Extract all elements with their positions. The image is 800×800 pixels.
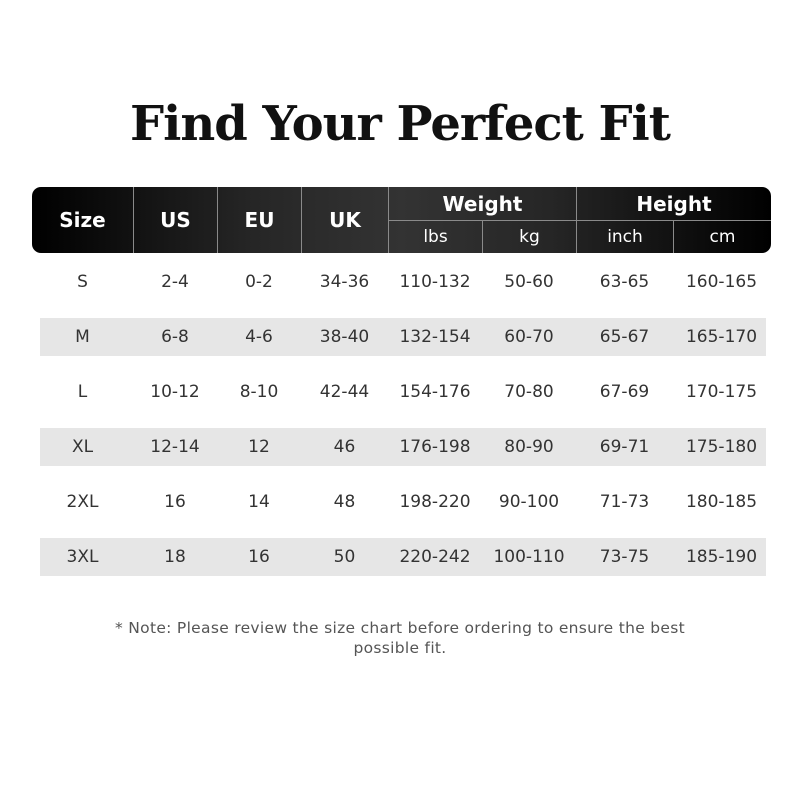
header-eu: EU — [217, 187, 301, 253]
header-inch: inch — [576, 221, 673, 253]
cell-lbs: 176-198 — [399, 437, 471, 457]
cell-us: 10-12 — [150, 382, 200, 402]
cell-inch: 69-71 — [599, 437, 650, 457]
cell-uk: 38-40 — [319, 327, 370, 347]
table-row: M 6-8 4-6 38-40 132-154 60-70 65-67 165-170 — [40, 318, 766, 356]
cell-inch: 67-69 — [599, 382, 650, 402]
cell-eu: 0-2 — [245, 272, 273, 292]
cell-kg: 100-110 — [493, 547, 565, 567]
cell-cm: 180-185 — [685, 492, 758, 512]
cell-inch: 73-75 — [599, 547, 650, 567]
cell-size: S — [77, 272, 88, 292]
cell-eu: 8-10 — [239, 382, 279, 402]
page-title: Find Your Perfect Fit — [130, 96, 671, 152]
cell-size: 3XL — [66, 547, 99, 567]
cell-uk: 42-44 — [319, 382, 370, 402]
size-note: * Note: Please review the size chart bef… — [115, 619, 685, 657]
cell-eu: 4-6 — [245, 327, 273, 347]
cell-size: XL — [71, 437, 94, 457]
cell-kg: 90-100 — [498, 492, 560, 512]
table-row: 2XL 16 14 48 198-220 90-100 71-73 180-185 — [40, 483, 766, 521]
cell-lbs: 154-176 — [399, 382, 471, 402]
header-size: Size — [59, 208, 106, 232]
cell-kg: 60-70 — [504, 327, 554, 347]
cell-lbs: 220-242 — [399, 547, 471, 567]
header-uk: UK — [301, 187, 388, 253]
cell-eu: 16 — [248, 547, 270, 567]
table-row: XL 12-14 12 46 176-198 80-90 69-71 175-180 — [40, 428, 766, 466]
cell-us: 16 — [164, 492, 186, 512]
table-row: L 10-12 8-10 42-44 154-176 70-80 67-69 170-175 — [40, 373, 766, 411]
cell-us: 12-14 — [150, 437, 200, 457]
cell-cm: 165-170 — [685, 327, 758, 347]
cell-lbs: 198-220 — [399, 492, 471, 512]
header-us: US — [133, 187, 217, 253]
cell-uk: 46 — [333, 437, 356, 457]
cell-size: 2XL — [66, 492, 99, 512]
cell-eu: 14 — [248, 492, 270, 512]
cell-cm: 170-175 — [685, 382, 758, 402]
header-weight: Weight — [388, 187, 576, 221]
cell-kg: 70-80 — [504, 382, 554, 402]
header-height: Height — [576, 187, 771, 221]
cell-lbs: 132-154 — [399, 327, 471, 347]
cell-eu: 12 — [248, 437, 270, 457]
table-row: 3XL 18 16 50 220-242 100-110 73-75 185-190 — [40, 538, 766, 576]
table-header: Size US EU UK Weight Height lbs kg inch … — [32, 187, 771, 253]
header-lbs: lbs — [388, 221, 482, 253]
cell-us: 18 — [164, 547, 186, 567]
cell-inch: 63-65 — [599, 272, 650, 292]
cell-uk: 50 — [333, 547, 356, 567]
cell-lbs: 110-132 — [399, 272, 471, 292]
cell-uk: 48 — [333, 492, 356, 512]
cell-cm: 160-165 — [685, 272, 758, 292]
cell-cm: 175-180 — [685, 437, 758, 457]
cell-kg: 50-60 — [504, 272, 554, 292]
header-kg: kg — [482, 221, 576, 253]
cell-uk: 34-36 — [319, 272, 370, 292]
cell-us: 2-4 — [161, 272, 189, 292]
cell-kg: 80-90 — [504, 437, 554, 457]
header-cm: cm — [673, 221, 771, 253]
table-row: S 2-4 0-2 34-36 110-132 50-60 63-65 160-165 — [40, 263, 766, 301]
cell-inch: 71-73 — [599, 492, 650, 512]
cell-size: M — [75, 327, 90, 347]
cell-us: 6-8 — [161, 327, 189, 347]
cell-inch: 65-67 — [599, 327, 650, 347]
cell-size: L — [77, 382, 88, 402]
cell-cm: 185-190 — [685, 547, 758, 567]
